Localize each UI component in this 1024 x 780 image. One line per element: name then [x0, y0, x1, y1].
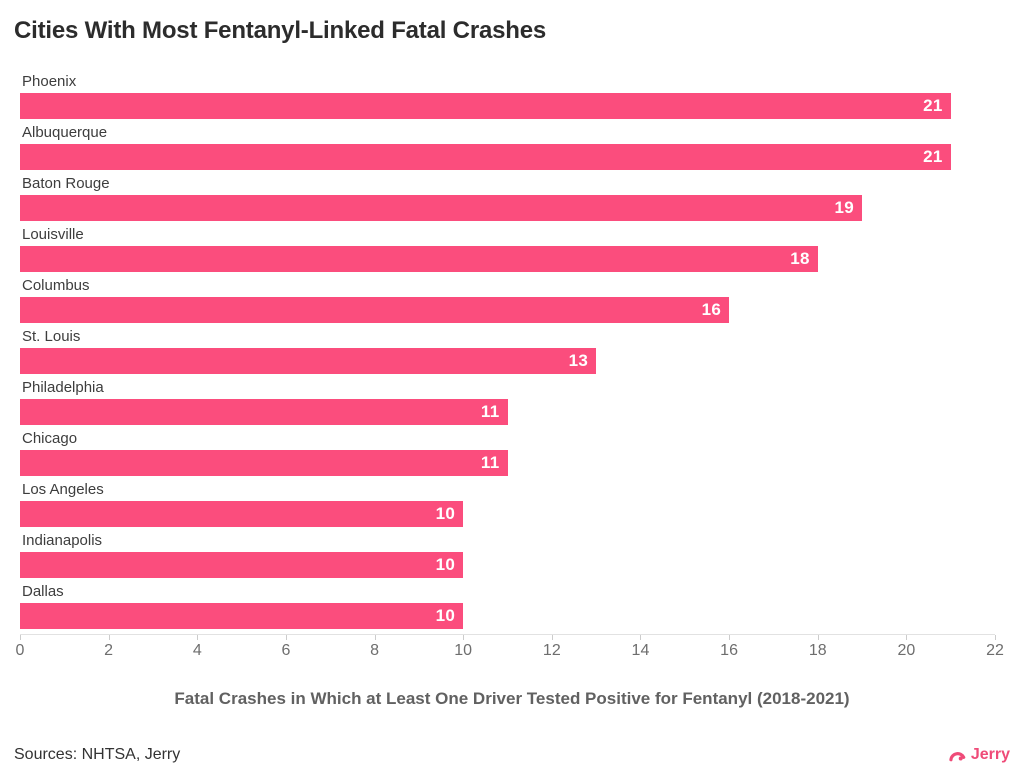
tick-mark: [906, 635, 908, 640]
bar-row: Indianapolis 10: [20, 532, 995, 578]
category-label: Dallas: [22, 583, 64, 600]
bar-row: Albuquerque 21: [20, 124, 995, 170]
tick-label: 16: [720, 642, 738, 659]
tick-label: 4: [192, 642, 202, 659]
bar-row: Chicago 11: [20, 430, 995, 476]
tick-label: 14: [631, 642, 650, 659]
bar-value-label: 21: [923, 147, 943, 166]
category-label: Philadelphia: [22, 379, 104, 396]
tick-label: 0: [15, 642, 25, 659]
tick-mark: [108, 635, 110, 640]
tick-label: 12: [542, 642, 561, 659]
tick-label: 2: [104, 642, 114, 659]
category-label: Phoenix: [22, 73, 77, 90]
tick-mark: [817, 635, 819, 640]
tick-label: 10: [454, 642, 473, 659]
tick-mark: [197, 635, 199, 640]
bar: 19: [20, 195, 863, 221]
bar-row: Philadelphia 11: [20, 379, 995, 425]
jerry-logo-label: Jerry: [970, 746, 1010, 763]
tick-mark: [463, 635, 465, 640]
bar-value-label: 18: [790, 249, 810, 268]
bar-value-label: 11: [480, 453, 500, 472]
category-label: Louisville: [22, 226, 84, 243]
x-axis-ticks: 0 2 4 6 8 10 12 14 16 18 20 22: [16, 634, 1004, 665]
bar-row: Baton Rouge 19: [20, 175, 995, 221]
bar: 13: [20, 348, 597, 374]
bar-value-label: 21: [923, 96, 943, 115]
bar-value-label: 10: [435, 555, 456, 574]
bar-value-label: 11: [480, 402, 500, 421]
tick-mark: [729, 635, 731, 640]
bar: 10: [20, 603, 464, 629]
bar: 21: [20, 93, 951, 119]
tick-label: 18: [808, 642, 827, 659]
bar-value-label: 10: [435, 504, 456, 523]
jerry-logo: Jerry: [948, 746, 1010, 764]
bar: 11: [20, 450, 508, 476]
category-label: Albuquerque: [22, 124, 108, 141]
bar-row: Columbus 16: [20, 277, 995, 323]
category-label: Los Angeles: [22, 481, 104, 498]
category-label: Chicago: [22, 430, 78, 447]
category-label: St. Louis: [22, 328, 81, 345]
tick-mark: [551, 635, 553, 640]
sources-text: Sources: NHTSA, Jerry: [14, 746, 181, 763]
bar: 18: [20, 246, 818, 272]
bar-value-label: 13: [568, 351, 589, 370]
jerry-arc-icon: [948, 748, 967, 763]
bar-value-label: 19: [834, 198, 855, 217]
bar: 10: [20, 501, 464, 527]
tick-mark: [995, 635, 996, 640]
bar-row: Dallas 10: [20, 583, 995, 629]
tick-label: 20: [897, 642, 916, 659]
tick-mark: [285, 635, 287, 640]
chart-footer: Sources: NHTSA, Jerry Jerry: [14, 746, 1010, 764]
bar-row: Los Angeles 10: [20, 481, 995, 527]
tick-label: 8: [370, 642, 379, 659]
bar-rows: Phoenix 21 Albuquerque 21 Baton Rouge 19 Louis…: [20, 73, 995, 629]
tick-mark: [640, 635, 642, 640]
bar-row: St. Louis 13: [20, 328, 995, 374]
tick-label: 22: [986, 642, 1004, 659]
bar-row: Phoenix 21: [20, 73, 995, 119]
tick-label: 6: [281, 642, 291, 659]
tick-mark: [374, 635, 376, 640]
bar-value-label: 10: [435, 606, 456, 625]
bar: 21: [20, 144, 951, 170]
bar-value-label: 16: [701, 300, 722, 319]
tick-mark: [20, 635, 21, 640]
bar-row: Louisville 18: [20, 226, 995, 272]
x-axis-caption: Fatal Crashes in Which at Least One Driv…: [174, 689, 850, 708]
category-label: Indianapolis: [22, 532, 103, 549]
bar: 16: [20, 297, 730, 323]
category-label: Baton Rouge: [22, 175, 110, 192]
bar: 11: [20, 399, 508, 425]
category-label: Columbus: [22, 277, 90, 294]
bar: 10: [20, 552, 464, 578]
chart-title: Cities With Most Fentanyl-Linked Fatal C…: [14, 17, 547, 44]
